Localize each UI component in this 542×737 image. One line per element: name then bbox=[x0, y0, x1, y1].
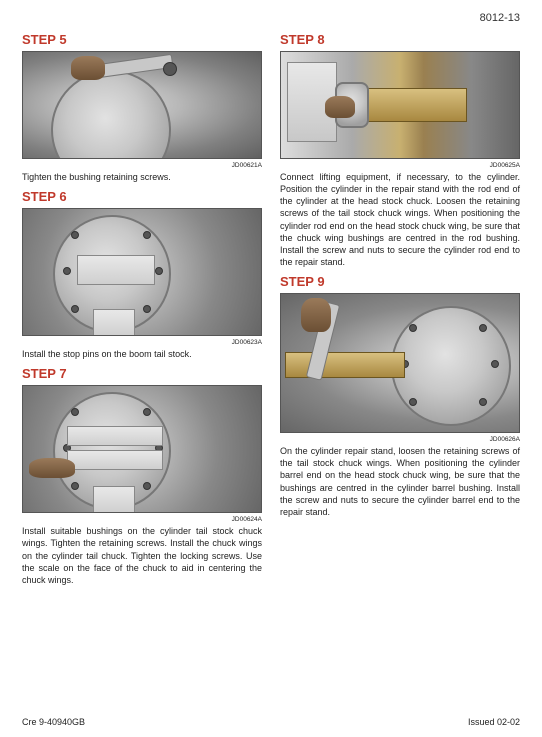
step-7-figure-wrap: JD00624A bbox=[22, 385, 262, 513]
step-8-text: Connect lifting equipment, if necessary,… bbox=[280, 171, 520, 268]
step-8-figure-id: JD00625A bbox=[490, 162, 520, 169]
step-7-heading: STEP 7 bbox=[22, 366, 262, 381]
step-8-figure-wrap: JD00625A bbox=[280, 51, 520, 159]
step-8-figure bbox=[280, 51, 520, 159]
step-6-figure-id: JD00623A bbox=[232, 339, 262, 346]
step-5-text: Tighten the bushing retaining screws. bbox=[22, 171, 262, 183]
footer-right: Issued 02-02 bbox=[468, 717, 520, 727]
step-7-figure-id: JD00624A bbox=[232, 516, 262, 523]
content-columns: STEP 5 JD00621A Tighten the bushing reta… bbox=[22, 32, 520, 590]
step-5-heading: STEP 5 bbox=[22, 32, 262, 47]
step-5-figure bbox=[22, 51, 262, 159]
step-7-figure bbox=[22, 385, 262, 513]
step-9-figure-wrap: JD00626A bbox=[280, 293, 520, 433]
step-6-figure bbox=[22, 208, 262, 336]
page-footer: Cre 9-40940GB Issued 02-02 bbox=[22, 716, 520, 727]
step-9-figure bbox=[280, 293, 520, 433]
step-5-figure-wrap: JD00621A bbox=[22, 51, 262, 159]
step-9-text: On the cylinder repair stand, loosen the… bbox=[280, 445, 520, 518]
step-9-heading: STEP 9 bbox=[280, 274, 520, 289]
step-6-figure-wrap: JD00623A bbox=[22, 208, 262, 336]
step-8-heading: STEP 8 bbox=[280, 32, 520, 47]
right-column: STEP 8 JD00625A Connect lifting equipmen… bbox=[280, 32, 520, 590]
step-6-heading: STEP 6 bbox=[22, 189, 262, 204]
page-number: 8012-13 bbox=[22, 12, 520, 24]
footer-left: Cre 9-40940GB bbox=[22, 717, 85, 727]
step-9-figure-id: JD00626A bbox=[490, 436, 520, 443]
step-6-text: Install the stop pins on the boom tail s… bbox=[22, 348, 262, 360]
step-5-figure-id: JD00621A bbox=[232, 162, 262, 169]
left-column: STEP 5 JD00621A Tighten the bushing reta… bbox=[22, 32, 262, 590]
step-7-text: Install suitable bushings on the cylinde… bbox=[22, 525, 262, 586]
